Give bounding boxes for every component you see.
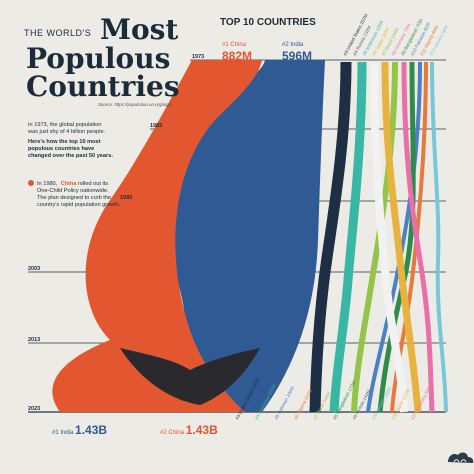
source-text: Source: https://population.un.org/wpp/ [98, 102, 173, 107]
china-india-crossover [120, 348, 260, 405]
intro-line-1: In 1973, the global population [28, 122, 101, 128]
headline: THE WORLD'S Most Populous Countries Sour… [24, 13, 180, 107]
ribbon-brazil [351, 61, 398, 413]
intro-line-2: was just shy of 4 billion people. [27, 129, 106, 135]
title-populous: Populous [26, 42, 170, 75]
minor-country-ribbons [309, 61, 448, 413]
ribbon-indonesia [329, 61, 367, 413]
china-dot-icon [28, 180, 34, 186]
policy-line-1: In 1980, China rolled out its [37, 181, 108, 187]
year-label: 1973 [192, 54, 204, 60]
policy-china: China [61, 181, 77, 187]
title-most: Most [100, 13, 178, 46]
brand-logo-icon [448, 452, 474, 463]
labels-2023-major: #1 India 1.43B #2 China 1.43B [52, 423, 218, 437]
policy-prefix: In 1980, [37, 181, 58, 187]
rank-india-1973: #2 India [282, 42, 304, 48]
ribbon-china [52, 60, 262, 412]
top10-heading: TOP 10 COUNTRIES [220, 17, 316, 28]
policy-suffix: rolled out its [78, 181, 108, 187]
policy-line-4: country's rapid population growth. [37, 202, 121, 208]
year-label: 2023 [28, 406, 40, 412]
year-label: 2013 [28, 337, 40, 343]
intro-bold-3: changed over the past 50 years. [28, 153, 113, 159]
ribbon-mexico [430, 61, 448, 413]
ribbon-pakistan [366, 61, 422, 413]
year-label: 2003 [28, 266, 40, 272]
labels-1973-major: #1 China 882M #2 India 596M [222, 42, 312, 63]
label-india-2023: #1 India 1.43B [52, 423, 107, 437]
policy-note: In 1980, China rolled out its One-Child … [28, 180, 121, 208]
intro-note: In 1973, the global population was just … [27, 122, 113, 159]
intro-bold-2: populous countries have [28, 146, 94, 152]
ribbon-russia [370, 61, 408, 413]
year-label: 1983 [150, 123, 162, 129]
intro-bold-1: Here's how the top 10 most [28, 139, 101, 145]
year-label: 1993 [120, 195, 132, 201]
policy-line-2: One-Child Policy nationwide. [37, 188, 109, 194]
policy-line-3: The plan designed to curb the [37, 195, 111, 201]
ribbon-bangladesh [377, 61, 416, 413]
value-india-1973: 596M [282, 49, 312, 63]
label-china-2023: #2 China 1.43B [160, 423, 218, 437]
rank-china-1973: #1 China [222, 42, 247, 48]
ribbon-germany [401, 61, 435, 413]
title-countries: Countries [26, 70, 180, 103]
ribbon-usa [309, 61, 352, 413]
pre-title: THE WORLD'S [24, 28, 91, 38]
value-china-1973: 882M [222, 49, 252, 63]
year-labels: 1973 1983 1993 2003 2013 2023 [28, 54, 204, 412]
ribbon-japan [381, 61, 422, 413]
